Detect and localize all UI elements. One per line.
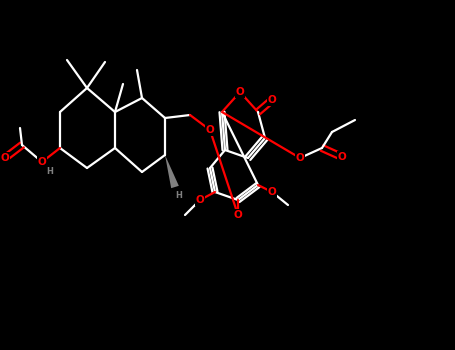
Text: O: O (196, 195, 204, 205)
Text: O: O (206, 125, 214, 135)
Text: O: O (38, 157, 46, 167)
Text: O: O (296, 153, 304, 163)
Text: O: O (268, 187, 276, 197)
Text: O: O (233, 210, 243, 220)
Text: O: O (268, 95, 276, 105)
Text: H: H (46, 168, 53, 176)
Text: O: O (0, 153, 10, 163)
Text: O: O (236, 87, 244, 97)
Polygon shape (165, 155, 179, 188)
Text: O: O (338, 152, 346, 162)
Text: H: H (176, 190, 182, 199)
